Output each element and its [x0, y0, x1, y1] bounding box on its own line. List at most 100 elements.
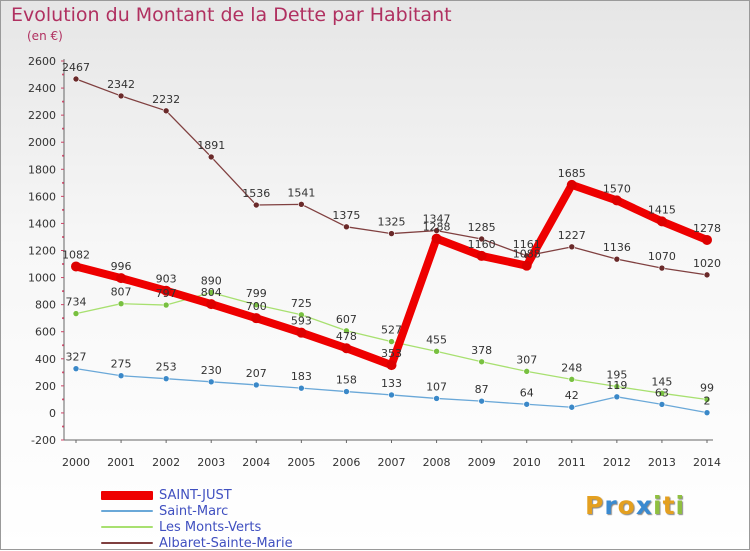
y-tick-label: 400: [35, 353, 56, 366]
data-point: [207, 153, 215, 161]
data-label: 87: [475, 383, 489, 396]
data-point: [703, 409, 711, 416]
y-tick-label: 1200: [28, 245, 56, 258]
y-minor-tick: [62, 181, 64, 184]
y-minor-tick: [62, 425, 64, 428]
data-point: [72, 75, 80, 83]
data-point: [433, 348, 440, 355]
data-point: [72, 310, 80, 317]
data-point: [388, 391, 395, 399]
y-tick-label: 2400: [28, 82, 56, 95]
data-label: 799: [246, 287, 267, 300]
data-point: [478, 235, 485, 243]
data-point: [161, 285, 172, 296]
data-label: 700: [246, 300, 267, 313]
data-label: 1160: [468, 238, 496, 251]
data-label: 353: [381, 347, 402, 360]
logo-letter: x: [635, 491, 653, 520]
data-label: 593: [291, 315, 312, 328]
chart-subtitle: (en €): [27, 29, 63, 43]
data-label: 455: [426, 333, 447, 346]
data-label: 725: [291, 297, 312, 310]
data-label: 275: [111, 358, 132, 371]
y-minor-tick: [62, 290, 64, 293]
data-label: 195: [606, 369, 627, 382]
y-minor-tick: [62, 127, 64, 130]
x-tick-label: 2008: [423, 456, 451, 469]
x-tick-label: 2002: [152, 456, 180, 469]
data-label: 2: [704, 395, 711, 408]
data-label: 1536: [242, 187, 270, 200]
y-minor-tick: [62, 73, 64, 76]
data-label: 107: [426, 380, 447, 393]
data-point: [613, 393, 621, 401]
logo-letter: i: [653, 491, 663, 520]
x-tick-label: 2005: [287, 456, 315, 469]
x-tick-label: 2003: [197, 456, 225, 469]
logo-letter: P: [585, 491, 605, 520]
data-point: [343, 388, 350, 395]
legend-label: Les Monts-Verts: [159, 519, 262, 535]
y-minor-tick: [62, 154, 64, 157]
data-label: 807: [111, 286, 132, 299]
legend-swatch: [101, 510, 153, 512]
x-tick-label: 2006: [332, 456, 360, 469]
data-label: 1070: [648, 250, 676, 263]
data-point: [658, 390, 666, 397]
data-point: [252, 201, 260, 209]
legend-label: Saint-Marc: [159, 503, 229, 519]
data-label: 133: [381, 377, 402, 390]
y-minor-tick: [62, 317, 64, 320]
data-label: 1161: [513, 238, 541, 251]
data-label: 1415: [648, 203, 676, 216]
data-point: [251, 313, 262, 324]
data-point: [296, 327, 307, 338]
legend-label: SAINT-JUST: [159, 487, 232, 503]
data-point: [521, 260, 532, 271]
legend-item: Les Monts-Verts: [101, 519, 293, 535]
data-point: [523, 400, 531, 408]
data-label: 248: [561, 361, 582, 374]
data-point: [72, 365, 80, 372]
data-point: [71, 261, 81, 272]
data-point: [341, 343, 352, 354]
y-tick-label: 2000: [28, 136, 56, 149]
x-tick-label: 2012: [603, 456, 631, 469]
data-label: 734: [66, 296, 87, 309]
data-label: 42: [565, 389, 579, 402]
x-tick-label: 2007: [378, 456, 406, 469]
legend-swatch: [101, 526, 153, 528]
y-minor-tick: [62, 235, 64, 238]
data-label: 2232: [152, 93, 180, 106]
data-point: [656, 216, 667, 227]
data-point: [207, 289, 215, 296]
data-label: 1325: [378, 216, 406, 229]
data-point: [162, 301, 170, 309]
data-point: [388, 338, 395, 345]
data-label: 183: [291, 370, 312, 383]
data-point: [298, 201, 305, 208]
data-point: [343, 223, 350, 231]
data-label: 119: [606, 379, 627, 392]
data-point: [611, 195, 622, 206]
data-point: [613, 255, 621, 263]
data-label: 890: [201, 274, 222, 287]
proxiti-logo: Proxiti: [585, 491, 685, 520]
data-label: 1278: [693, 222, 721, 235]
data-point: [117, 92, 125, 100]
data-point: [298, 311, 305, 319]
y-tick-label: 0: [49, 407, 56, 420]
data-point: [568, 243, 576, 251]
data-label: 99: [700, 382, 714, 395]
x-tick-label: 2010: [513, 456, 541, 469]
y-minor-tick: [62, 100, 64, 103]
data-point: [206, 299, 217, 310]
data-label: 1891: [197, 139, 225, 152]
data-label: 1375: [332, 209, 360, 222]
data-point: [658, 401, 666, 408]
data-point: [568, 403, 576, 411]
legend-swatch: [101, 490, 153, 500]
data-label: 1020: [693, 257, 721, 270]
